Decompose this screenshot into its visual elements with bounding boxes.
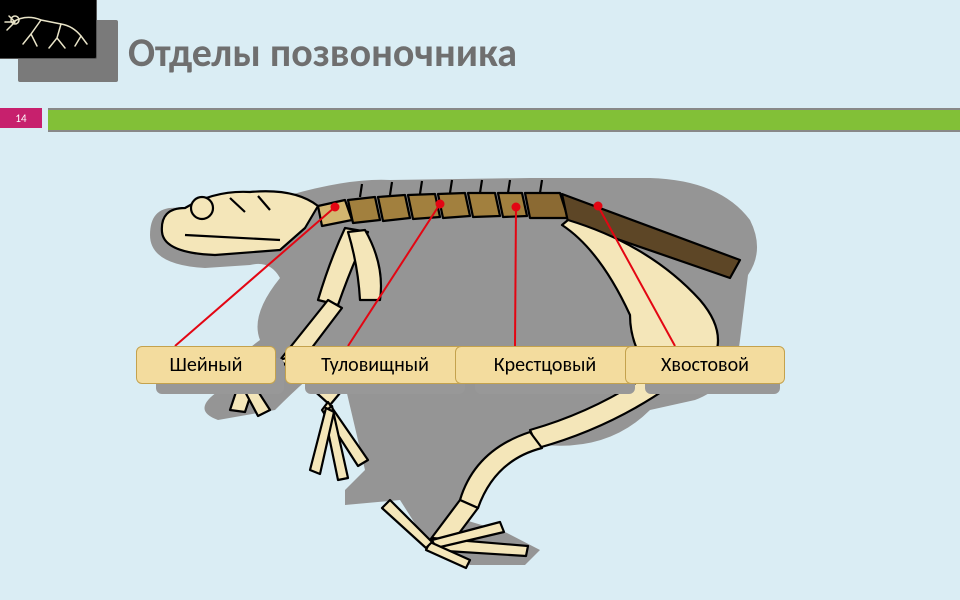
frog-spine-diagram: ШейныйТуловищныйКрестцовыйХвостовой [130, 150, 830, 580]
thumbnail-frog-skeleton [0, 0, 97, 59]
spine-label-tail: Хвостовой [625, 346, 785, 384]
page-number-badge: 14 [0, 108, 42, 128]
accent-bar [48, 108, 960, 132]
header-bar-row: 14 [0, 108, 960, 132]
frog-skeleton-icon [1, 2, 91, 52]
page-title: Отделы позвоночника [128, 28, 517, 77]
slide-page: Отделы позвоночника 14 [0, 0, 960, 600]
spine-label-cervical: Шейный [136, 346, 276, 384]
spine-label-trunk: Туловищный [285, 346, 465, 384]
spine-label-sacral: Крестцовый [455, 346, 635, 384]
